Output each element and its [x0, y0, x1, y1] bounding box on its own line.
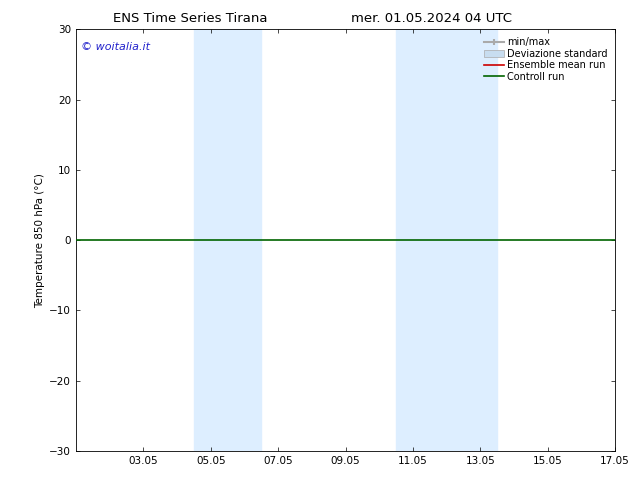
Text: ENS Time Series Tirana: ENS Time Series Tirana	[113, 12, 268, 25]
Bar	[194, 29, 261, 451]
Text: © woitalia.it: © woitalia.it	[81, 42, 150, 52]
Y-axis label: Temperature 850 hPa (°C): Temperature 850 hPa (°C)	[35, 172, 45, 308]
Legend: min/max, Deviazione standard, Ensemble mean run, Controll run: min/max, Deviazione standard, Ensemble m…	[481, 34, 610, 84]
Text: mer. 01.05.2024 04 UTC: mer. 01.05.2024 04 UTC	[351, 12, 512, 25]
Bar	[396, 29, 497, 451]
